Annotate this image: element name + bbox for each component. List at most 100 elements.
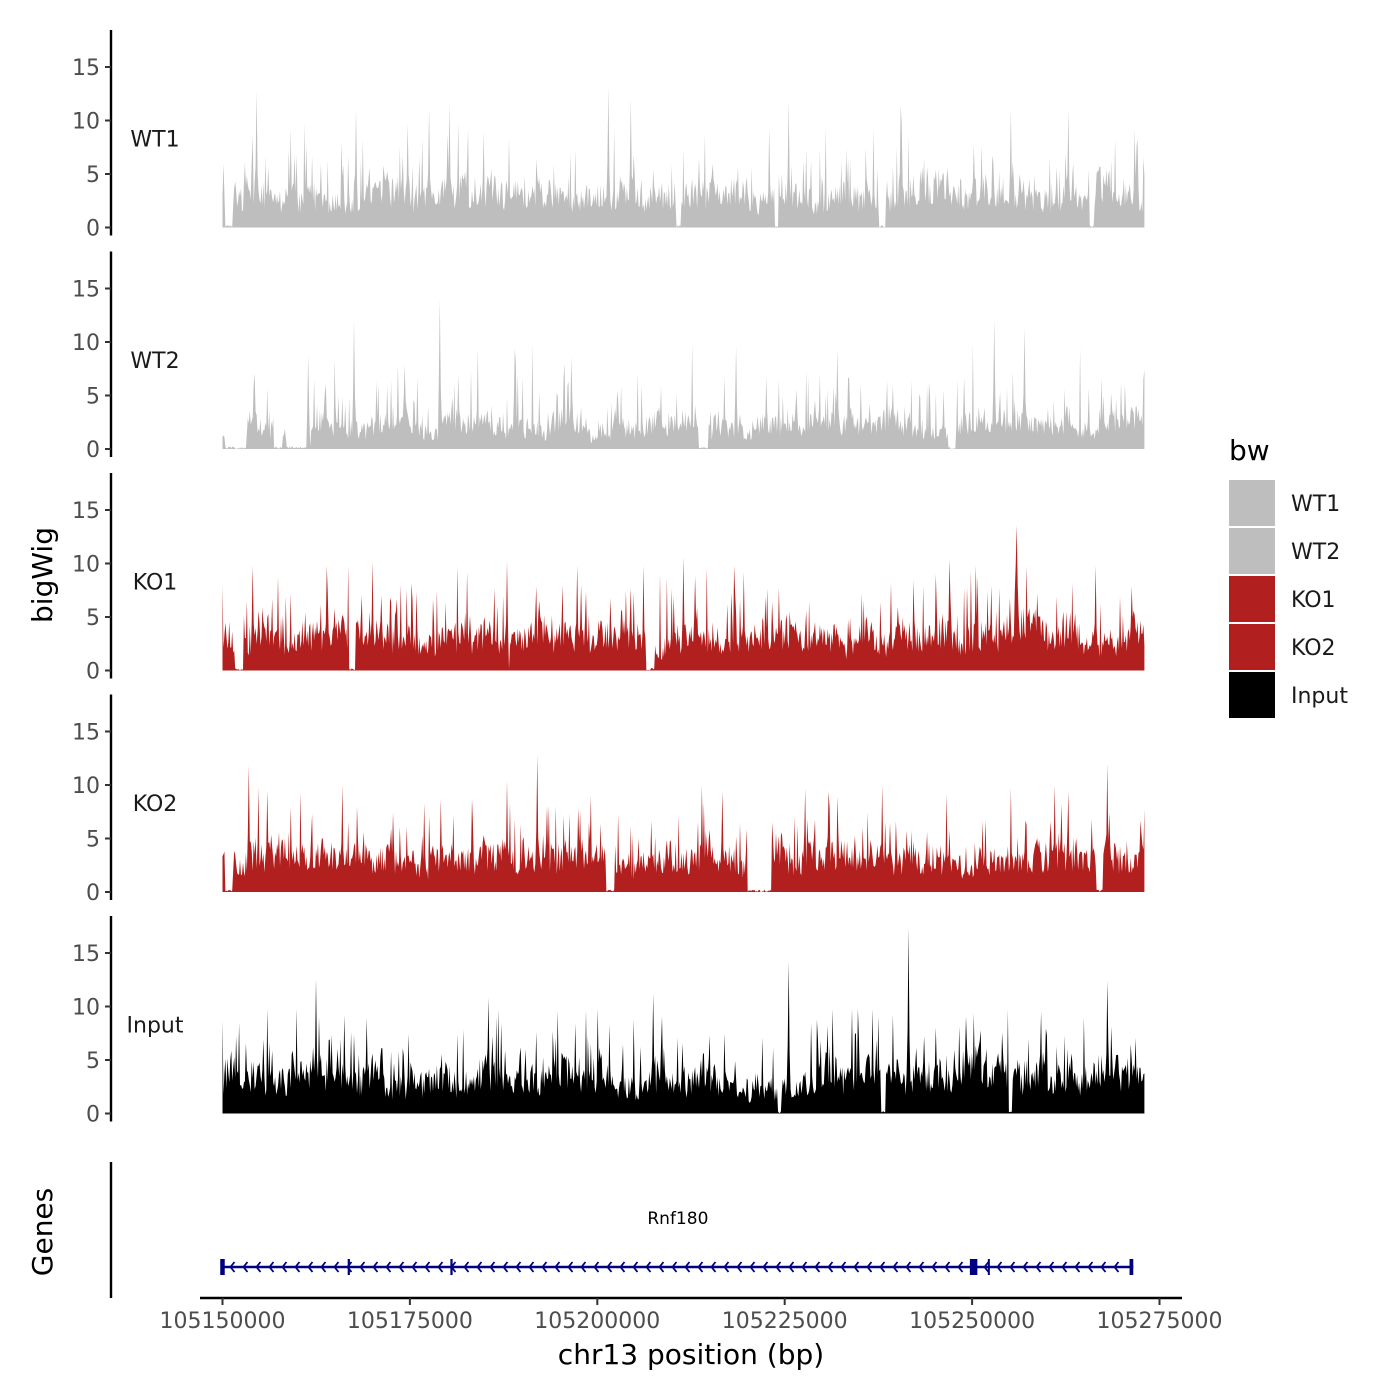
legend-swatch-ko1 (1229, 576, 1275, 622)
y-tick-label: 10 (72, 553, 100, 578)
legend-swatch-ko2 (1229, 624, 1275, 670)
strand-arrow (294, 1261, 301, 1273)
strand-arrow (697, 1261, 704, 1273)
gene-exon (220, 1259, 225, 1275)
x-tick-label: 105150000 (159, 1309, 285, 1334)
strand-arrow (411, 1261, 418, 1273)
strand-arrow (762, 1261, 769, 1273)
x-axis: chr13 position (bp) 105150000 105175000 10… (159, 1296, 1223, 1371)
y-tick-label: 0 (86, 660, 100, 685)
track-label-wt2: WT2 (130, 349, 179, 374)
y-tick-label: 5 (86, 606, 100, 631)
signal-area-ko1 (222, 525, 1145, 671)
strand-arrow (476, 1261, 483, 1273)
y-tick-label: 5 (86, 828, 100, 853)
x-tick-label: 105200000 (534, 1309, 660, 1334)
strand-arrow (1009, 1261, 1016, 1273)
x-tick-label: 105225000 (722, 1309, 848, 1334)
strand-arrow (242, 1261, 249, 1273)
signal-tracks: 0 5 10 15 WT1 0 5 10 15 WT2 0 5 10 15 KO1 0 5 10 15 KO2 0 5 10… (72, 30, 1145, 1128)
strand-arrow (229, 1261, 236, 1273)
y-tick-label: 0 (86, 217, 100, 242)
strand-arrow (567, 1261, 574, 1273)
strand-arrow (385, 1261, 392, 1273)
strand-arrow (749, 1261, 756, 1273)
strand-arrow (1100, 1261, 1107, 1273)
y-tick-label: 0 (86, 438, 100, 463)
strand-arrow (931, 1261, 938, 1273)
strand-arrow (489, 1261, 496, 1273)
legend-label-ko1: KO1 (1291, 588, 1336, 613)
strand-arrow (918, 1261, 925, 1273)
track-panel-wt1: 0 5 10 15 WT1 (72, 30, 1145, 242)
strand-arrow (619, 1261, 626, 1273)
strand-arrow (268, 1261, 275, 1273)
gene-exon (347, 1259, 350, 1275)
strand-arrow (1048, 1261, 1055, 1273)
legend-label-ko2: KO2 (1291, 636, 1336, 661)
strand-arrow (996, 1261, 1003, 1273)
gene-label-rnf180: Rnf180 (647, 1209, 708, 1229)
y-tick-label: 5 (86, 385, 100, 410)
y-tick-label: 15 (72, 721, 100, 746)
strand-arrow (1022, 1261, 1029, 1273)
y-tick-label: 15 (72, 942, 100, 967)
strand-arrow (541, 1261, 548, 1273)
strand-arrow (398, 1261, 405, 1273)
track-label-ko2: KO2 (133, 792, 178, 817)
legend-swatch-input (1229, 672, 1275, 718)
strand-arrow (606, 1261, 613, 1273)
strand-arrow (801, 1261, 808, 1273)
strand-arrow (1113, 1261, 1120, 1273)
x-axis-title: chr13 position (bp) (558, 1338, 824, 1371)
strand-arrow (1074, 1261, 1081, 1273)
y-tick-label: 0 (86, 1103, 100, 1128)
strand-arrow (983, 1261, 990, 1273)
y-tick-label: 15 (72, 56, 100, 81)
strand-arrow (879, 1261, 886, 1273)
strand-arrow (814, 1261, 821, 1273)
strand-arrow (632, 1261, 639, 1273)
y-tick-label: 0 (86, 881, 100, 906)
y-tick-label: 10 (72, 331, 100, 356)
signal-area-input (222, 927, 1145, 1114)
strand-arrow (671, 1261, 678, 1273)
legend-label-input: Input (1291, 684, 1348, 709)
x-tick-label: 105175000 (347, 1309, 473, 1334)
y-tick-label: 5 (86, 163, 100, 188)
strand-arrow (1087, 1261, 1094, 1273)
gene-track: Genes Rnf180 (26, 1162, 1134, 1298)
strand-arrow (463, 1261, 470, 1273)
strand-arrow (710, 1261, 717, 1273)
strand-arrow (723, 1261, 730, 1273)
legend-label-wt2: WT2 (1291, 540, 1340, 565)
strand-arrow (528, 1261, 535, 1273)
strand-arrow (593, 1261, 600, 1273)
gene-track-title: Genes (26, 1188, 59, 1276)
strand-arrow (437, 1261, 444, 1273)
strand-arrow (359, 1261, 366, 1273)
y-tick-label: 10 (72, 774, 100, 799)
gene-exon (1129, 1259, 1134, 1275)
gene-exon (450, 1259, 453, 1275)
y-tick-label: 10 (72, 110, 100, 135)
x-tick-label: 105275000 (1097, 1309, 1223, 1334)
strand-arrow (957, 1261, 964, 1273)
track-panel-ko2: 0 5 10 15 KO2 (72, 694, 1145, 906)
legend-swatch-wt2 (1229, 528, 1275, 574)
strand-arrow (281, 1261, 288, 1273)
strand-arrow (346, 1261, 353, 1273)
strand-arrow (775, 1261, 782, 1273)
x-tick-label: 105250000 (909, 1309, 1035, 1334)
y-tick-label: 15 (72, 499, 100, 524)
signal-area-wt2 (222, 299, 1145, 449)
strand-arrow (580, 1261, 587, 1273)
track-panel-input: 0 5 10 15 Input (72, 916, 1145, 1128)
track-label-input: Input (127, 1014, 184, 1039)
legend-label-wt1: WT1 (1291, 492, 1340, 517)
strand-arrow (658, 1261, 665, 1273)
strand-arrow (866, 1261, 873, 1273)
strand-arrow (645, 1261, 652, 1273)
strand-arrow (853, 1261, 860, 1273)
